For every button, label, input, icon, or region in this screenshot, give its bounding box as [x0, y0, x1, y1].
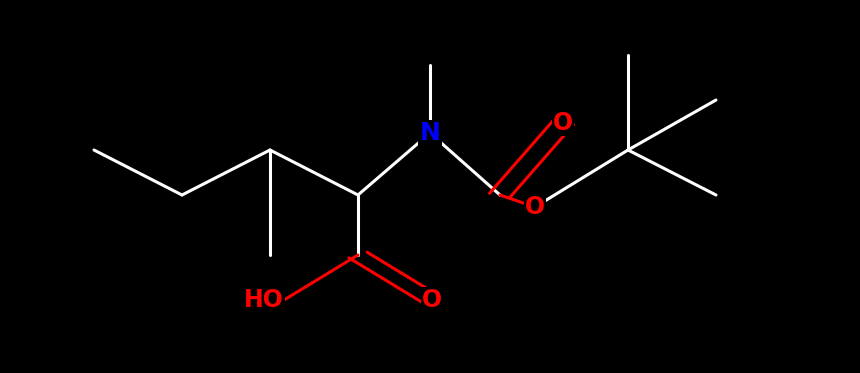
Text: HO: HO: [244, 288, 284, 312]
Text: N: N: [420, 121, 440, 145]
Text: O: O: [553, 111, 573, 135]
Text: O: O: [422, 288, 442, 312]
Text: O: O: [525, 195, 545, 219]
